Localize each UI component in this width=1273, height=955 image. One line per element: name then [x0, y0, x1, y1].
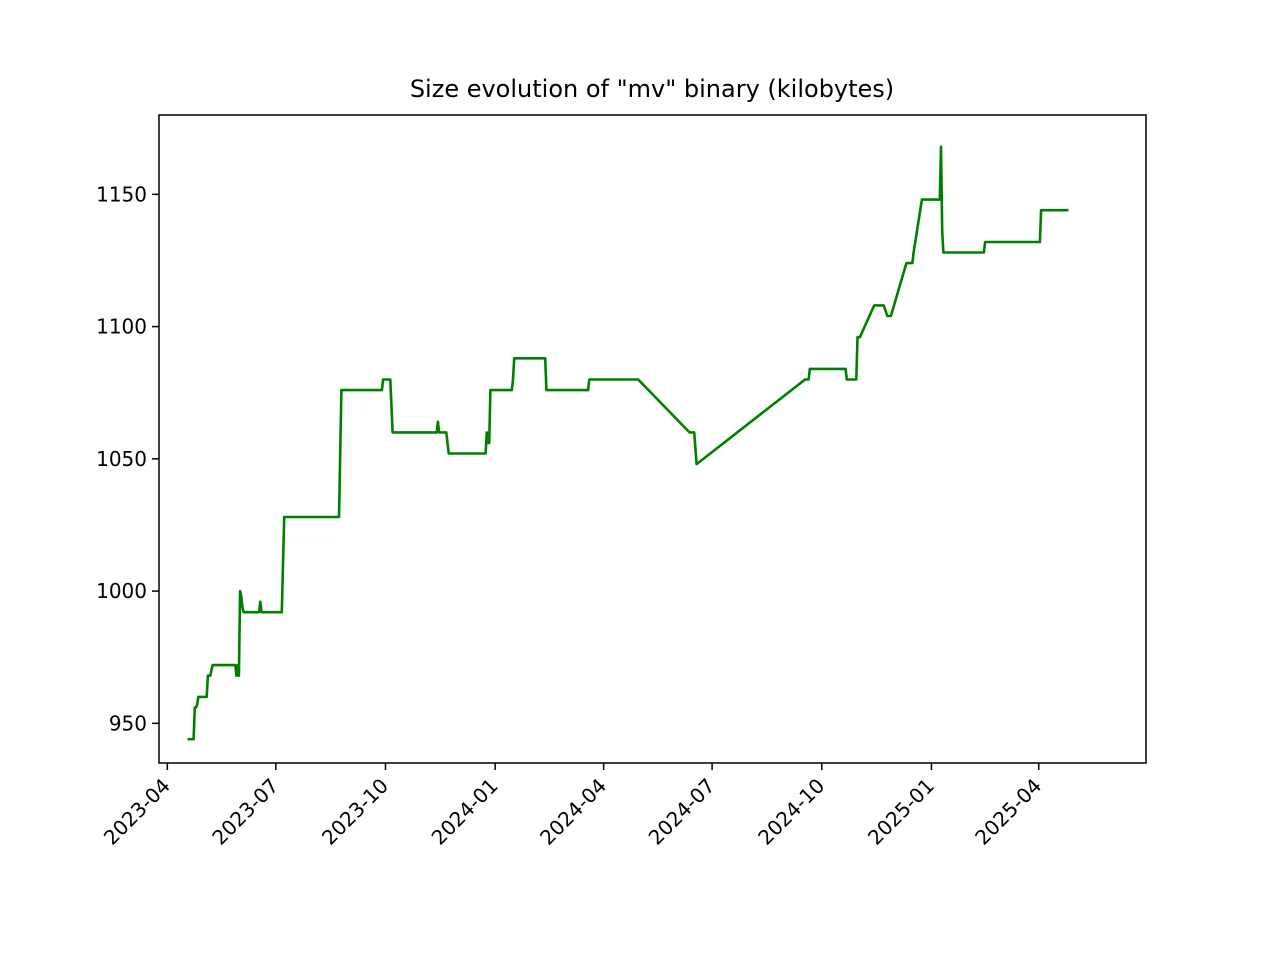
y-tick-label: 1050 — [96, 447, 147, 471]
y-tick-label: 950 — [109, 711, 147, 735]
y-axis: 950 1000 1050 1100 1150 — [96, 182, 159, 735]
y-tick-label: 1150 — [96, 182, 147, 206]
y-tick-label: 1100 — [96, 315, 147, 339]
y-tick-label: 1000 — [96, 579, 147, 603]
series-line-0 — [187, 145, 1069, 741]
axes-frame — [158, 114, 1147, 764]
plot-area — [187, 145, 1069, 741]
chart-title: Size evolution of "mv" binary (kilobytes… — [410, 75, 894, 103]
